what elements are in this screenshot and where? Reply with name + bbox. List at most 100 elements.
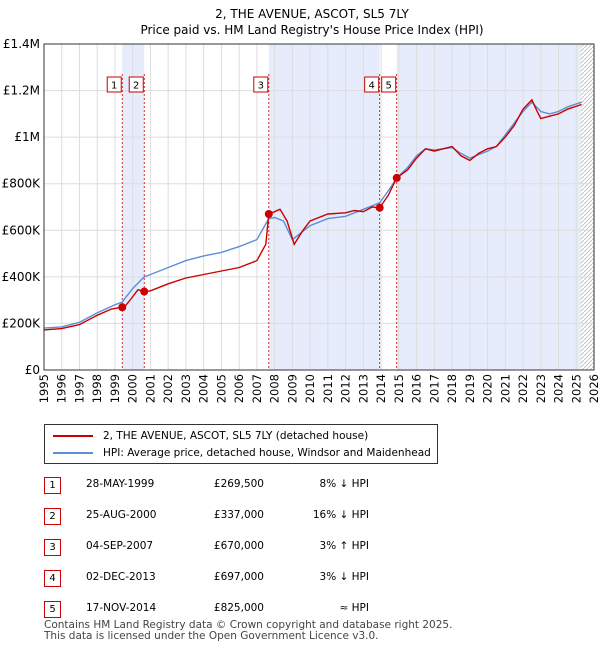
x-tick-label: 1997: [72, 374, 86, 403]
sale-point: [392, 173, 401, 182]
x-tick-label: 2024: [552, 374, 566, 403]
sale-point: [375, 203, 384, 212]
x-tick-label: 2001: [143, 374, 157, 403]
sale-date: 28-MAY-1999: [86, 478, 155, 490]
legend-item-hpi: HPI: Average price, detached house, Wind…: [53, 445, 431, 461]
x-tick-label: 2005: [214, 374, 228, 403]
y-tick-label: £1.4M: [3, 37, 40, 51]
forecast-hatch: [580, 44, 594, 370]
series-line-hpi: [43, 101, 582, 329]
sale-number-badge: 5: [44, 601, 61, 618]
x-tick-label: 1998: [90, 374, 104, 403]
y-tick-label: £0: [25, 363, 40, 377]
sale-point: [264, 209, 273, 218]
sale-date: 04-SEP-2007: [86, 540, 154, 552]
ownership-shade: [122, 44, 145, 370]
ownership-shade: [268, 44, 380, 370]
x-tick-label: 2000: [126, 374, 140, 403]
sale-row: 3 04-SEP-2007 £670,000 3% ↑ HPI: [44, 538, 584, 569]
x-tick-label: 2006: [232, 374, 246, 403]
sale-marker-box: [381, 76, 397, 93]
sale-marker-label: 3: [258, 81, 264, 92]
sale-hpi-comparison: 16% ↓ HPI: [312, 509, 369, 521]
chart-title: 2, THE AVENUE, ASCOT, SL5 7LY: [215, 7, 409, 21]
plot-frame: [43, 43, 595, 371]
sale-price: £825,000: [213, 602, 264, 614]
sale-price: £670,000: [213, 540, 264, 552]
x-tick-label: 1995: [37, 374, 51, 403]
sale-marker-label: 2: [133, 81, 139, 92]
sale-point: [118, 303, 127, 312]
x-tick-label: 2025: [569, 374, 583, 403]
legend-swatch-hpi: [53, 452, 93, 454]
x-tick-label: 1999: [108, 374, 122, 403]
x-tick-label: 2019: [463, 374, 477, 403]
sale-date: 25-AUG-2000: [86, 509, 157, 521]
sale-price: £697,000: [213, 571, 264, 583]
x-tick-label: 2017: [427, 374, 441, 403]
x-tick-label: 2009: [285, 374, 299, 403]
sale-hpi-comparison: 3% ↓ HPI: [319, 571, 369, 583]
x-tick-label: 2018: [445, 374, 459, 403]
y-tick-label: £800K: [2, 177, 42, 191]
x-tick-label: 2015: [392, 374, 406, 403]
sale-price: £269,500: [213, 478, 264, 490]
sale-marker-label: 5: [386, 81, 392, 92]
x-tick-label: 2008: [268, 374, 282, 403]
x-tick-label: 2023: [534, 374, 548, 403]
x-tick-label: 2020: [481, 374, 495, 403]
sale-number-badge: 1: [44, 477, 61, 494]
sale-marker-box: [128, 76, 144, 93]
legend-item-property: 2, THE AVENUE, ASCOT, SL5 7LY (detached …: [53, 428, 368, 444]
x-tick-label: 1996: [55, 374, 69, 403]
x-tick-label: 2013: [356, 374, 370, 403]
sale-marker-label: 4: [368, 81, 374, 92]
y-tick-label: £400K: [2, 270, 42, 284]
y-tick-label: £200K: [2, 316, 42, 330]
sale-number-badge: 2: [44, 508, 61, 525]
x-tick-label: 2022: [516, 374, 530, 403]
sale-number-badge: 4: [44, 570, 61, 587]
x-tick-label: 2014: [374, 374, 388, 403]
sale-marker-box: [253, 76, 269, 93]
y-tick-label: £600K: [2, 223, 42, 237]
sale-date: 17-NOV-2014: [86, 602, 157, 614]
x-tick-label: 2003: [179, 374, 193, 403]
footer-line-licence: This data is licensed under the Open Gov…: [44, 630, 379, 642]
sale-marker-box: [364, 76, 380, 93]
chart-subtitle: Price paid vs. HM Land Registry's House …: [140, 23, 483, 37]
sales-table: 1 28-MAY-1999 £269,500 8% ↓ HPI 2 25-AUG…: [44, 476, 584, 631]
x-tick-label: 2021: [498, 374, 512, 403]
x-tick-label: 2011: [321, 374, 335, 403]
footer-attribution: Contains HM Land Registry data © Crown c…: [44, 620, 452, 642]
chart-legend: 2, THE AVENUE, ASCOT, SL5 7LY (detached …: [44, 424, 438, 464]
x-tick-label: 2010: [303, 374, 317, 403]
footer-line-copyright: Contains HM Land Registry data © Crown c…: [44, 619, 453, 631]
sale-hpi-comparison: ≈ HPI: [339, 602, 369, 614]
legend-label-property: 2, THE AVENUE, ASCOT, SL5 7LY (detached …: [103, 430, 369, 442]
price-chart: 2, THE AVENUE, ASCOT, SL5 7LY Price paid…: [2, 7, 600, 403]
sale-hpi-comparison: 3% ↑ HPI: [319, 540, 369, 552]
sale-marker-label: 1: [111, 81, 117, 92]
x-tick-label: 2026: [587, 374, 600, 403]
y-tick-label: £1M: [14, 130, 40, 144]
sale-row: 2 25-AUG-2000 £337,000 16% ↓ HPI: [44, 507, 584, 538]
x-tick-label: 2012: [339, 374, 353, 403]
sale-point: [140, 287, 149, 296]
x-tick-label: 2007: [250, 374, 264, 403]
sale-row: 4 02-DEC-2013 £697,000 3% ↓ HPI: [44, 569, 584, 600]
ownership-shade: [396, 44, 581, 370]
legend-swatch-property: [53, 435, 93, 437]
x-tick-label: 2016: [410, 374, 424, 403]
x-tick-label: 2002: [161, 374, 175, 403]
legend-label-hpi: HPI: Average price, detached house, Wind…: [103, 447, 431, 459]
sale-date: 02-DEC-2013: [86, 571, 156, 583]
sale-hpi-comparison: 8% ↓ HPI: [319, 478, 369, 490]
sale-row: 1 28-MAY-1999 £269,500 8% ↓ HPI: [44, 476, 584, 507]
x-tick-label: 2004: [197, 374, 211, 403]
y-tick-label: £1.2M: [3, 84, 40, 98]
sale-price: £337,000: [213, 509, 264, 521]
sale-marker-box: [106, 76, 122, 93]
sale-number-badge: 3: [44, 539, 61, 556]
sale-row: 5 17-NOV-2014 £825,000 ≈ HPI: [44, 600, 584, 631]
